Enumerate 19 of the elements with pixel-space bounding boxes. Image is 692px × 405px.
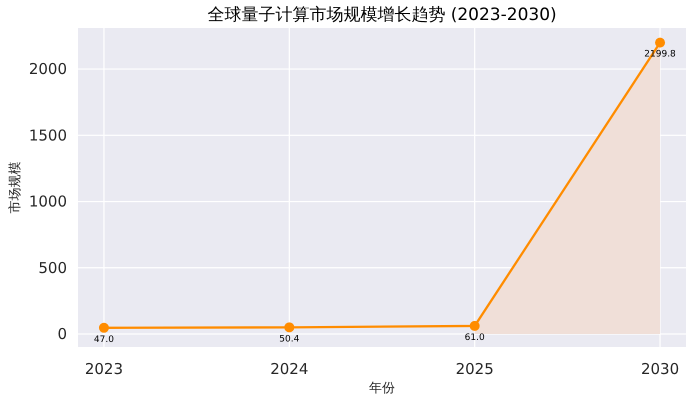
y-tick-label: 500 xyxy=(38,258,67,277)
x-tick-label: 2024 xyxy=(270,360,308,378)
chart-title: 全球量子计算市场规模增长趋势 (2023-2030) xyxy=(207,5,557,25)
point xyxy=(470,320,480,331)
y-axis-title: 市场规模 xyxy=(8,162,23,214)
data-label: 50.4 xyxy=(279,334,300,344)
y-tick-label: 0 xyxy=(57,325,67,344)
data-label: 47.0 xyxy=(94,334,114,345)
x-axis-title: 年份 xyxy=(369,381,395,396)
y-tick-label: 1500 xyxy=(28,126,67,144)
x-tick-label: 2030 xyxy=(640,360,680,378)
point xyxy=(655,38,666,48)
y-tick-label: 1000 xyxy=(28,192,67,211)
y-tick-label: 2000 xyxy=(28,60,67,78)
data-label: 61.0 xyxy=(464,332,485,343)
point xyxy=(284,322,294,332)
point xyxy=(98,322,109,333)
x-tick-label: 2023 xyxy=(84,360,124,378)
x-tick-label: 2025 xyxy=(456,360,494,378)
